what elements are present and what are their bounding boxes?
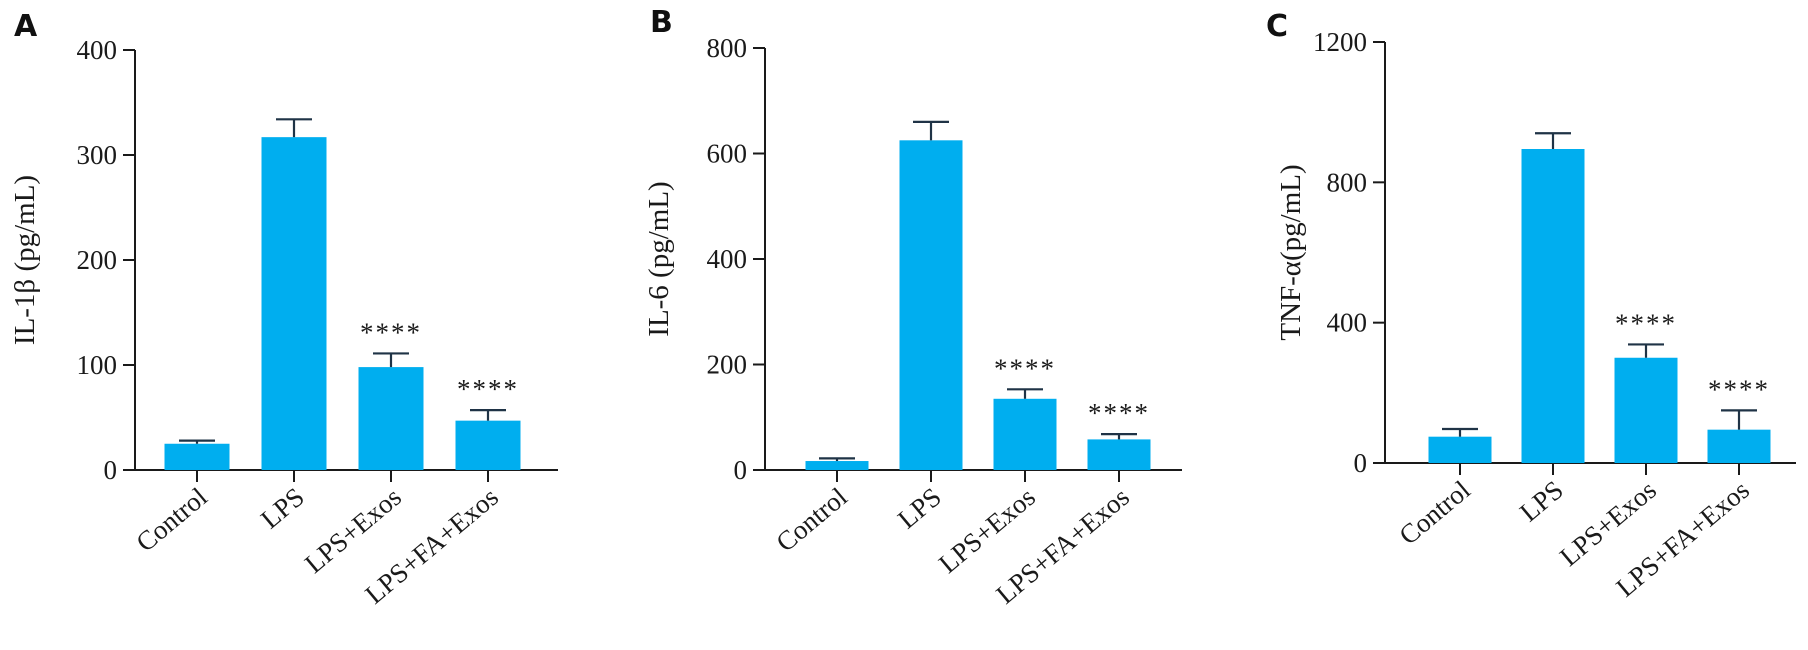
bar-lps-fa-exos: [455, 420, 521, 470]
y-tick-label: 200: [77, 245, 118, 275]
x-category-label: LPS: [1514, 475, 1569, 528]
x-category-label: Control: [770, 482, 852, 558]
significance-marker: ****: [994, 353, 1056, 383]
bar-control: [805, 461, 869, 470]
y-tick-label: 400: [77, 35, 118, 65]
x-category-label: Control: [130, 482, 212, 558]
bar-lps-exos: [358, 367, 424, 470]
bar-control: [1428, 436, 1492, 463]
y-tick-label: 300: [77, 140, 118, 170]
chart-panel-a: A IL-1β (pg/mL) 0 100 200 300 400 Control LPS ***…: [9, 9, 558, 610]
significance-marker: ****: [1615, 308, 1677, 338]
panel-letter: A: [14, 9, 38, 44]
y-tick-label: 100: [77, 350, 118, 380]
y-tick-label: 800: [707, 33, 748, 63]
bar-lps-exos: [1614, 357, 1678, 463]
significance-marker: ****: [360, 317, 422, 347]
x-category-label: LPS: [892, 482, 947, 535]
bar-lps: [261, 137, 327, 470]
bar-lps-exos: [993, 398, 1057, 470]
y-tick-label: 600: [707, 139, 748, 169]
bar-lps-fa-exos: [1087, 439, 1151, 470]
panel-letter: C: [1266, 9, 1288, 44]
bar-lps: [1521, 149, 1585, 464]
y-tick-label: 400: [1327, 308, 1368, 338]
y-axis-label: TNF-α(pg/mL): [1275, 164, 1307, 340]
y-tick-label: 200: [707, 350, 748, 380]
y-tick-label: 0: [734, 455, 748, 485]
y-axis-label: IL-1β (pg/mL): [9, 175, 41, 345]
x-category-label: LPS: [255, 482, 310, 535]
bar-lps: [899, 140, 963, 470]
x-category-label: Control: [1393, 475, 1475, 551]
y-tick-label: 0: [104, 455, 118, 485]
y-tick-label: 800: [1327, 167, 1368, 197]
chart-panel-b: B IL-6 (pg/mL) 0 200 400 600 800 Control LPS ****…: [643, 5, 1182, 610]
significance-marker: ****: [1088, 398, 1150, 428]
y-tick-label: 0: [1354, 448, 1368, 478]
y-tick-label: 1200: [1313, 27, 1367, 57]
panel-letter: B: [650, 5, 673, 40]
bar-control: [164, 443, 230, 470]
significance-marker: ****: [1708, 374, 1770, 404]
bar-lps-fa-exos: [1707, 429, 1771, 463]
significance-marker: ****: [457, 374, 519, 404]
y-tick-label: 400: [707, 244, 748, 274]
y-axis-label: IL-6 (pg/mL): [643, 181, 675, 336]
